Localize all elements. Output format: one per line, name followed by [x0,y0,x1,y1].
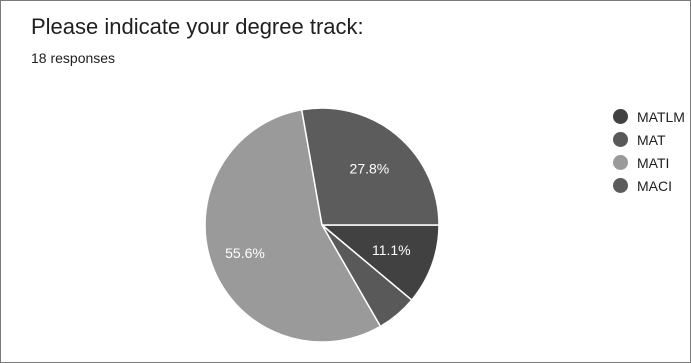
legend-label: MATI [637,154,670,171]
legend-item-mat[interactable]: MAT [613,128,691,151]
pie-slices [204,107,440,343]
pie-slice-maci[interactable] [300,107,440,226]
legend-swatch [613,109,628,124]
legend-item-matlm[interactable]: MATLM [613,105,691,128]
chart-title: Please indicate your degree track: [31,14,364,39]
slice-label-matlm: 11.1% [372,242,411,258]
response-count: 18 responses [31,50,116,66]
pie-slice-mati[interactable] [204,109,382,343]
legend-item-mati[interactable]: MATI [613,151,691,174]
pie-slice-matlm[interactable] [321,224,440,301]
legend-swatch [613,178,628,193]
legend-swatch [613,155,628,170]
slice-label-mati: 55.6% [225,245,265,261]
legend-label: MACI [637,177,672,194]
legend-label: MAT [637,131,666,148]
chart-legend: MATLM MAT MATI MACI [613,105,691,197]
legend-swatch [613,132,628,147]
legend-item-maci[interactable]: MACI [613,174,691,197]
slice-label-maci: 27.8% [350,161,390,177]
legend-label: MATLM [637,108,685,125]
pie-labels: 11.1% 55.6% 27.8% [225,161,410,262]
